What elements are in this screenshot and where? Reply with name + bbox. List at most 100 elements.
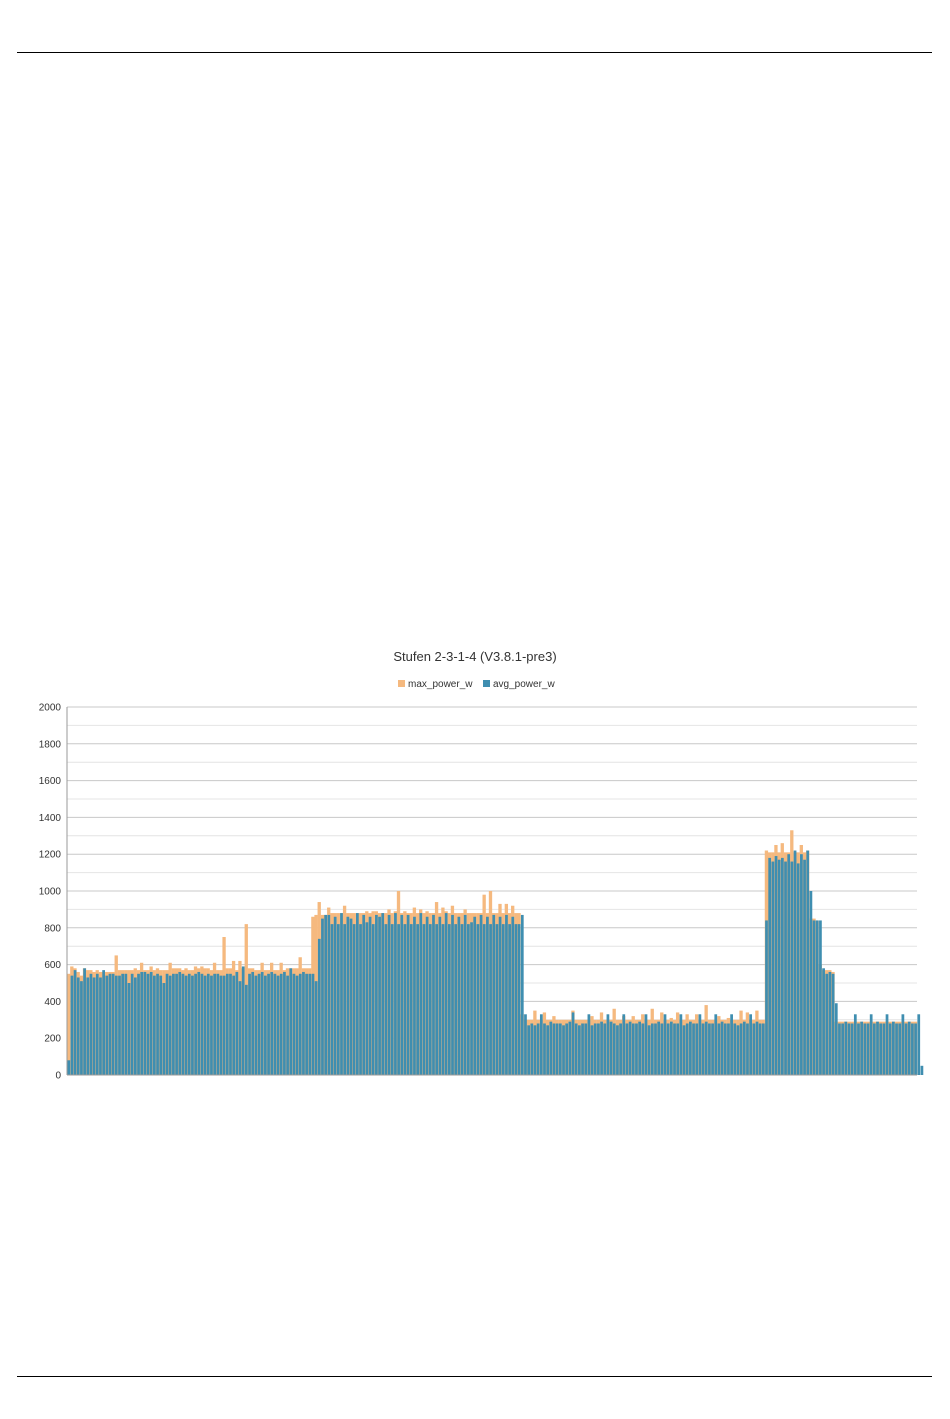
bar-avg-power bbox=[628, 1021, 632, 1075]
bar-avg-power bbox=[733, 1023, 737, 1075]
legend-swatch bbox=[483, 680, 490, 687]
bar-avg-power bbox=[578, 1025, 581, 1075]
bar-avg-power bbox=[73, 970, 77, 1075]
bar-avg-power bbox=[460, 924, 464, 1075]
bar-avg-power bbox=[584, 1023, 588, 1075]
bar-avg-power bbox=[95, 973, 99, 1075]
bar-avg-power bbox=[486, 916, 489, 1075]
bar-avg-power bbox=[533, 1025, 537, 1075]
bar-avg-power bbox=[850, 1023, 854, 1075]
bar-avg-power bbox=[892, 1021, 895, 1075]
bar-avg-power bbox=[371, 924, 375, 1075]
bar-avg-power bbox=[416, 924, 419, 1075]
bar-avg-power bbox=[907, 1021, 911, 1075]
bar-avg-power bbox=[111, 973, 115, 1075]
bar-avg-power bbox=[774, 856, 778, 1075]
bar-avg-power bbox=[362, 914, 366, 1075]
bar-avg-power bbox=[495, 924, 499, 1075]
bar-avg-power bbox=[419, 913, 423, 1075]
bar-avg-power bbox=[324, 914, 328, 1075]
bar-avg-power bbox=[723, 1023, 727, 1075]
bar-avg-power bbox=[244, 984, 248, 1075]
bar-avg-power bbox=[682, 1025, 686, 1075]
bar-avg-power bbox=[403, 924, 407, 1075]
bar-avg-power bbox=[200, 973, 204, 1075]
bar-avg-power bbox=[187, 973, 191, 1075]
bar-avg-power bbox=[568, 1021, 572, 1075]
bar-avg-power bbox=[238, 981, 242, 1075]
bar-avg-power bbox=[635, 1023, 638, 1075]
bar-avg-power bbox=[555, 1023, 559, 1075]
bar-avg-power bbox=[267, 973, 270, 1075]
bar-avg-power bbox=[492, 914, 496, 1075]
bar-avg-power bbox=[311, 973, 315, 1075]
header-rule bbox=[17, 52, 932, 53]
bar-avg-power bbox=[730, 1014, 733, 1075]
bar-avg-power bbox=[638, 1021, 642, 1075]
bar-avg-power bbox=[739, 1023, 743, 1075]
bar-avg-power bbox=[149, 971, 153, 1075]
bar-avg-power bbox=[825, 973, 829, 1075]
bar-avg-power bbox=[704, 1021, 708, 1075]
bar-avg-power bbox=[758, 1023, 762, 1075]
bar-avg-power bbox=[505, 914, 508, 1075]
bar-avg-power bbox=[685, 1023, 689, 1075]
bar-avg-power bbox=[447, 924, 451, 1075]
bar-avg-power bbox=[546, 1025, 550, 1075]
bar-avg-power bbox=[89, 973, 93, 1075]
bar-avg-power bbox=[298, 973, 302, 1075]
bar-avg-power bbox=[276, 975, 280, 1075]
bar-avg-power bbox=[435, 924, 439, 1075]
bar-avg-power bbox=[698, 1014, 702, 1075]
bar-avg-power bbox=[482, 924, 486, 1075]
bar-avg-power bbox=[888, 1023, 892, 1075]
bar-avg-power bbox=[822, 968, 825, 1075]
bar-avg-power bbox=[679, 1014, 683, 1075]
bar-avg-power bbox=[920, 1065, 924, 1075]
bar-avg-power bbox=[660, 1023, 664, 1075]
bar-avg-power bbox=[606, 1014, 610, 1075]
bar-avg-power bbox=[387, 914, 391, 1075]
bar-avg-power bbox=[451, 914, 454, 1075]
legend-label: avg_power_w bbox=[493, 679, 555, 690]
bar-avg-power bbox=[831, 973, 835, 1075]
footer-rule bbox=[17, 1376, 932, 1377]
bar-avg-power bbox=[384, 924, 388, 1075]
bar-avg-power bbox=[130, 973, 134, 1075]
bar-avg-power bbox=[289, 968, 293, 1075]
bar-avg-power bbox=[463, 914, 467, 1075]
bar-avg-power bbox=[904, 1023, 908, 1075]
bar-avg-power bbox=[597, 1023, 600, 1075]
bar-avg-power bbox=[609, 1021, 613, 1075]
bar-avg-power bbox=[441, 924, 445, 1075]
bar-avg-power bbox=[720, 1021, 724, 1075]
bar-avg-power bbox=[184, 975, 188, 1075]
bar-avg-power bbox=[153, 975, 156, 1075]
bar-avg-power bbox=[390, 924, 394, 1075]
bar-avg-power bbox=[235, 971, 239, 1075]
bar-avg-power bbox=[422, 924, 426, 1075]
y-tick-label: 200 bbox=[44, 1034, 61, 1045]
bar-avg-power bbox=[752, 1023, 756, 1075]
bar-avg-power bbox=[714, 1014, 718, 1075]
bar-avg-power bbox=[279, 973, 283, 1075]
bar-avg-power bbox=[86, 977, 90, 1075]
bar-avg-power bbox=[479, 914, 483, 1075]
bar-avg-power bbox=[121, 973, 125, 1075]
chart-title: Stufen 2-3-1-4 (V3.8.1-pre3) bbox=[393, 649, 556, 664]
bar-avg-power bbox=[444, 913, 448, 1075]
bar-avg-power bbox=[286, 975, 289, 1075]
bar-avg-power bbox=[771, 861, 775, 1075]
bar-avg-power bbox=[511, 916, 515, 1075]
bar-avg-power bbox=[857, 1023, 860, 1075]
bar-avg-power bbox=[574, 1023, 578, 1075]
bar-avg-power bbox=[590, 1025, 594, 1075]
y-tick-label: 1400 bbox=[39, 813, 62, 824]
bar-avg-power bbox=[438, 916, 442, 1075]
bar-avg-power bbox=[476, 924, 480, 1075]
bar-avg-power bbox=[689, 1021, 692, 1075]
bar-avg-power bbox=[666, 1023, 670, 1075]
bar-avg-power bbox=[917, 1014, 921, 1075]
series-avg-power-bars bbox=[67, 850, 924, 1075]
